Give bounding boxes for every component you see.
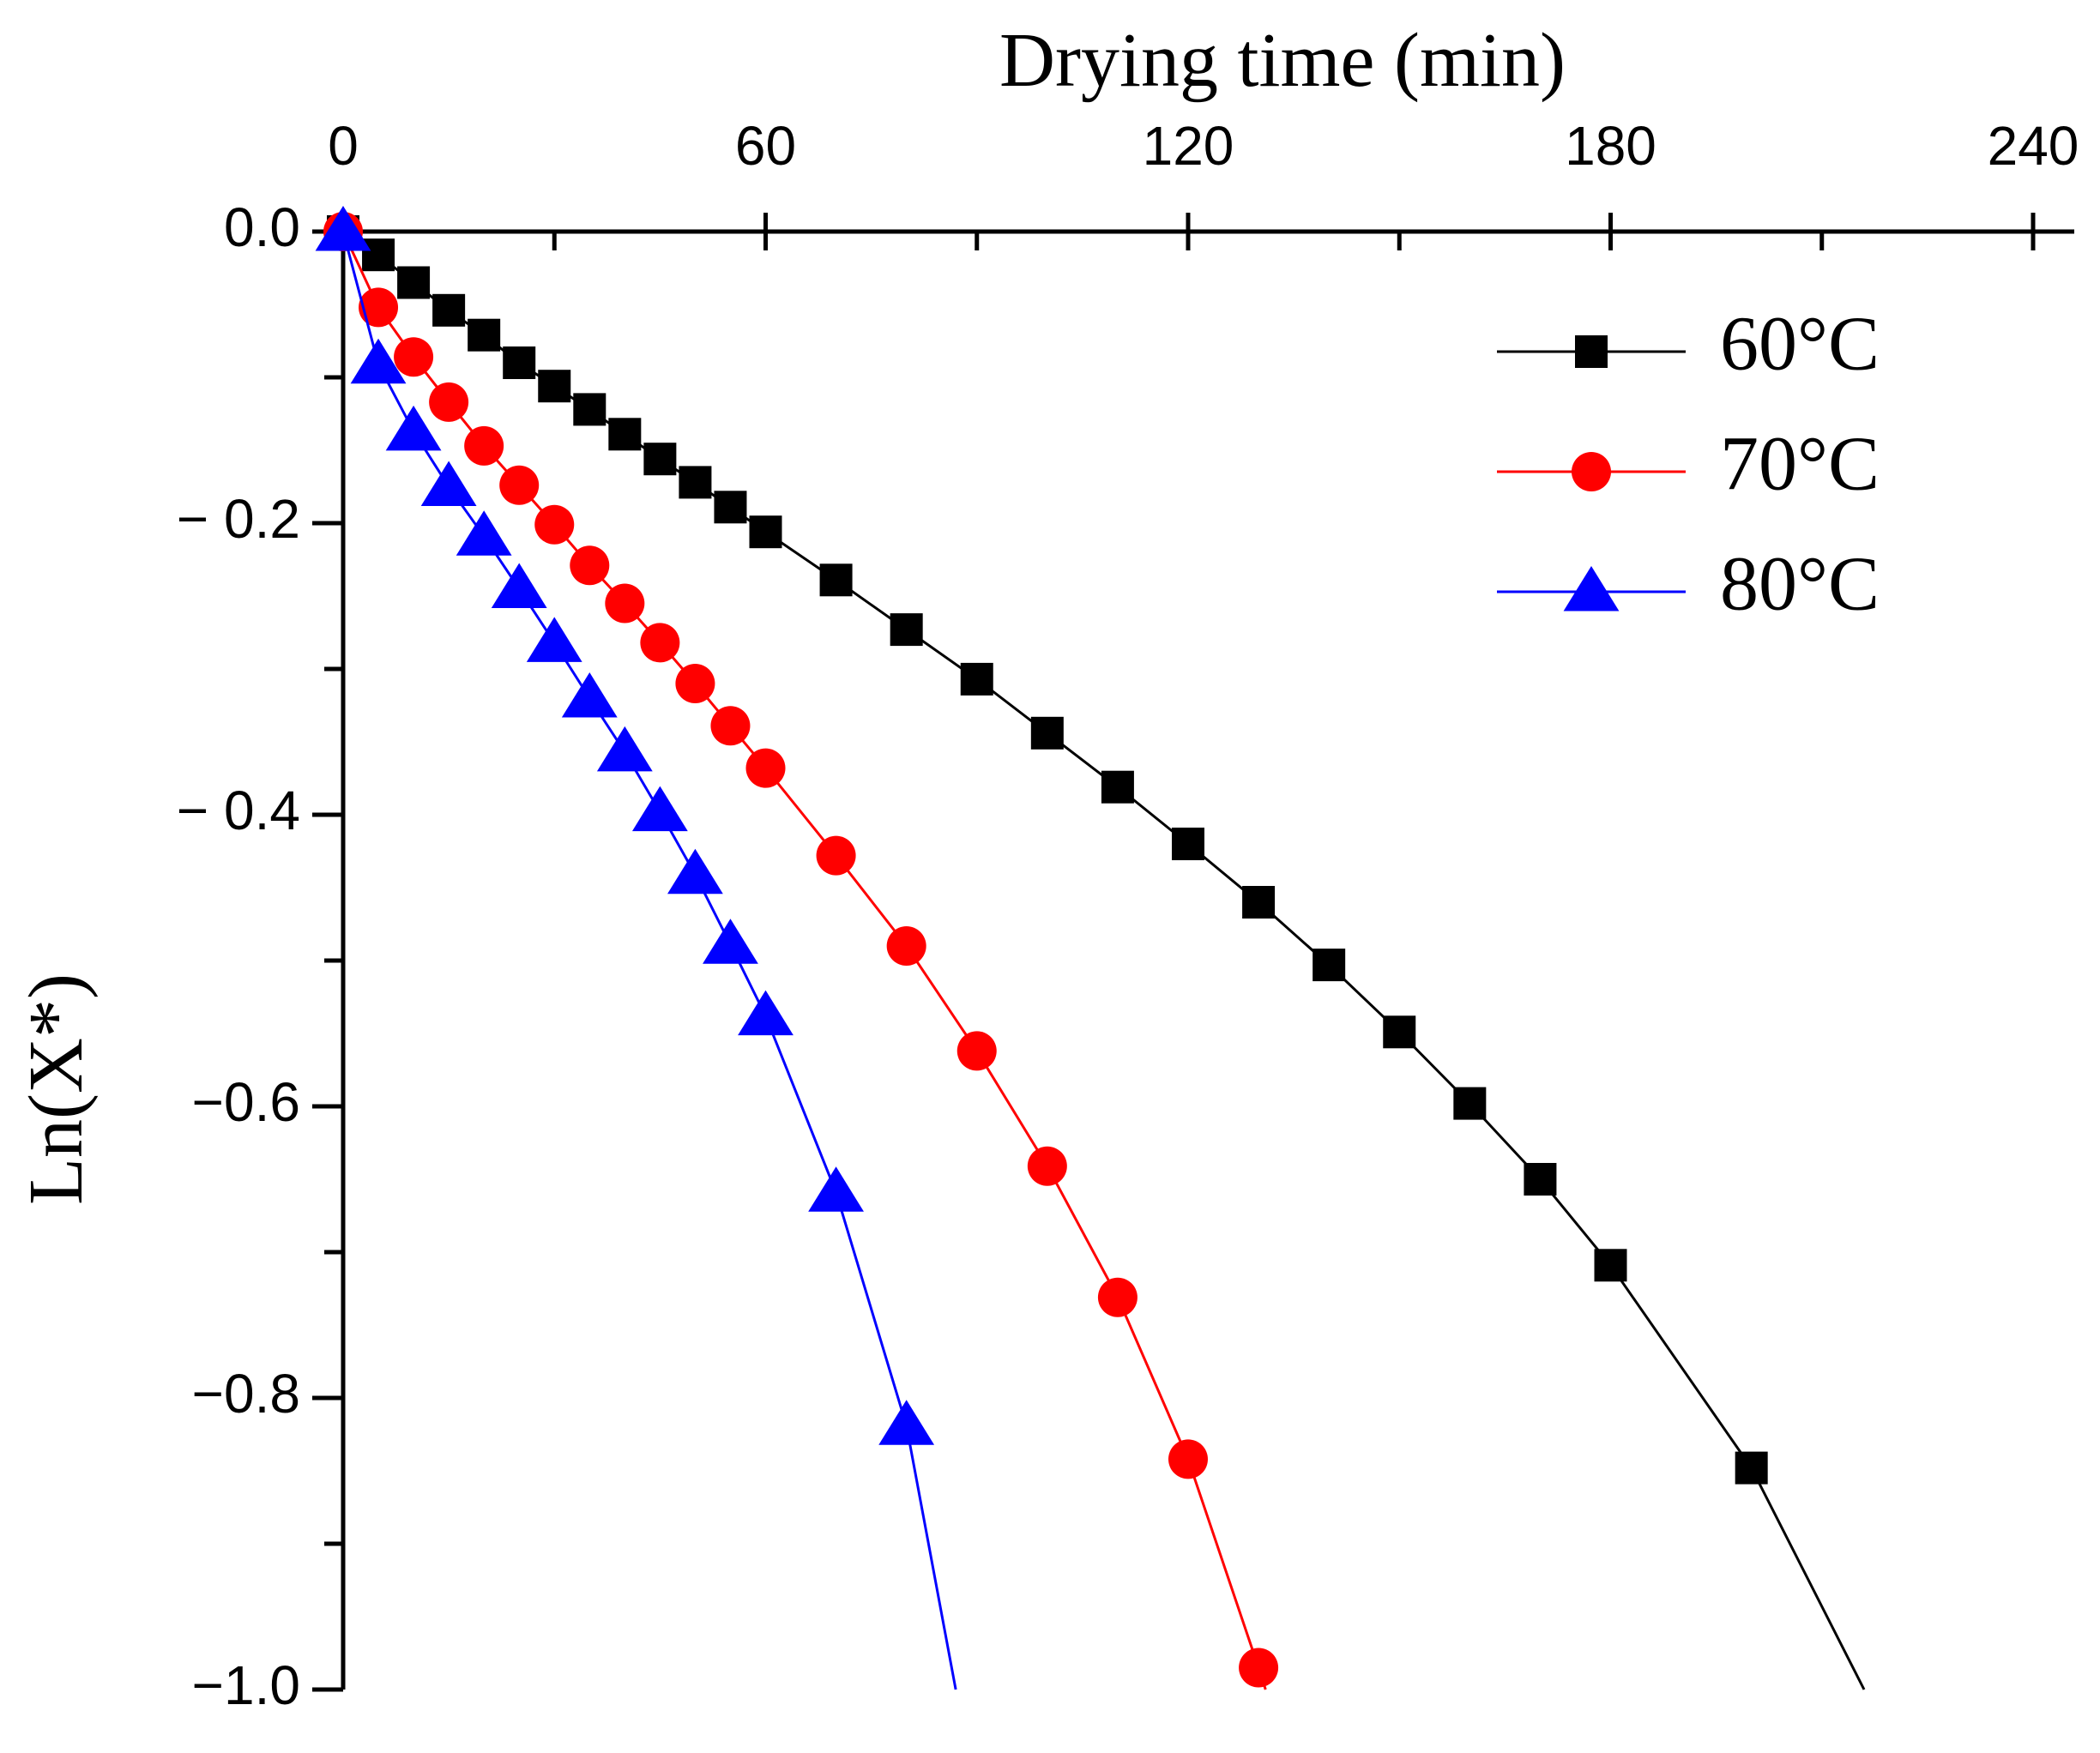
data-point bbox=[1027, 1146, 1067, 1186]
y-tick-label: −0.6 bbox=[192, 1071, 300, 1133]
data-point bbox=[886, 926, 926, 966]
legend-marker bbox=[1563, 566, 1620, 611]
data-point bbox=[1242, 886, 1276, 919]
data-point bbox=[315, 206, 371, 251]
data-point bbox=[816, 835, 856, 876]
data-point bbox=[394, 337, 434, 377]
data-point bbox=[573, 393, 606, 426]
data-point bbox=[1101, 770, 1134, 804]
data-point bbox=[608, 418, 642, 451]
legend-marker bbox=[1575, 335, 1608, 368]
data-point bbox=[1594, 1249, 1627, 1282]
data-point bbox=[1312, 949, 1346, 982]
data-point bbox=[420, 461, 477, 506]
data-point bbox=[1168, 1439, 1208, 1479]
series bbox=[315, 206, 1866, 1690]
data-point bbox=[1097, 1277, 1138, 1317]
data-point bbox=[749, 515, 782, 549]
data-point bbox=[1030, 716, 1064, 750]
x-tick-label: 0 bbox=[328, 115, 359, 177]
x-tick-label: 120 bbox=[1143, 115, 1234, 177]
data-point bbox=[464, 425, 504, 466]
data-point bbox=[738, 990, 794, 1036]
data-point bbox=[675, 664, 715, 703]
data-point bbox=[960, 662, 993, 696]
data-point bbox=[1453, 1087, 1487, 1120]
series-2 bbox=[315, 206, 957, 1690]
data-point bbox=[534, 504, 575, 545]
data-point bbox=[640, 623, 680, 663]
y-tick-label: −1.0 bbox=[192, 1654, 300, 1716]
data-point bbox=[643, 443, 677, 476]
legend-marker bbox=[1572, 452, 1611, 491]
data-point bbox=[819, 563, 853, 597]
data-point bbox=[1383, 1015, 1416, 1049]
data-point bbox=[878, 1400, 935, 1445]
data-point bbox=[667, 848, 723, 895]
data-point bbox=[561, 672, 618, 718]
legend-entry: 80°C bbox=[1497, 542, 1880, 627]
y-axis-title: Ln(X*) bbox=[14, 973, 99, 1205]
data-point bbox=[890, 613, 923, 647]
data-point bbox=[956, 1031, 997, 1071]
y-tick-label: − 0.2 bbox=[177, 488, 300, 550]
y-tick-label: −0.8 bbox=[192, 1363, 300, 1425]
y-tick-label: 0.0 bbox=[224, 196, 300, 258]
data-point bbox=[745, 748, 786, 788]
data-point bbox=[397, 266, 431, 299]
data-point bbox=[526, 617, 582, 662]
data-point bbox=[456, 510, 512, 556]
y-tick-label: − 0.4 bbox=[177, 780, 300, 841]
data-point bbox=[385, 405, 442, 451]
data-point bbox=[808, 1166, 864, 1212]
legend: 60°C 70°C 80°C bbox=[1497, 302, 1880, 627]
data-point bbox=[1239, 1648, 1279, 1688]
x-tick-label: 60 bbox=[735, 115, 796, 177]
legend-entry: 70°C bbox=[1497, 422, 1880, 507]
legend-entry: 60°C bbox=[1497, 302, 1880, 387]
data-point bbox=[679, 466, 712, 499]
series-line bbox=[342, 230, 1866, 1690]
data-point bbox=[570, 545, 610, 586]
data-point bbox=[710, 706, 751, 746]
data-point bbox=[596, 726, 653, 772]
data-point bbox=[714, 491, 747, 524]
data-point bbox=[1524, 1163, 1557, 1196]
legend-label: 80°C bbox=[1720, 542, 1880, 627]
series-0 bbox=[327, 215, 1866, 1690]
data-point bbox=[1735, 1451, 1768, 1485]
data-point bbox=[359, 287, 399, 328]
data-point bbox=[429, 382, 469, 422]
data-point bbox=[631, 786, 688, 832]
data-point bbox=[432, 293, 466, 327]
series-line bbox=[341, 231, 957, 1690]
legend-label: 60°C bbox=[1720, 302, 1880, 387]
data-point bbox=[538, 370, 571, 403]
data-point bbox=[362, 238, 395, 272]
data-point bbox=[468, 318, 501, 352]
legend-label: 70°C bbox=[1720, 422, 1880, 507]
data-point bbox=[350, 338, 407, 384]
data-point bbox=[491, 563, 547, 608]
data-point bbox=[605, 583, 645, 623]
x-axis-title: Drying time (min) bbox=[999, 18, 1566, 103]
data-point bbox=[503, 346, 536, 379]
data-point bbox=[1172, 828, 1204, 860]
x-tick-label: 240 bbox=[1988, 115, 2079, 177]
data-point bbox=[499, 465, 540, 505]
x-tick-label: 180 bbox=[1565, 115, 1656, 177]
series-1 bbox=[323, 212, 1279, 1690]
data-point bbox=[703, 919, 758, 964]
ticks: 0 60 120 180 240 0.0 − 0.2 − 0.4 −0.6 −0.8 −1.0 bbox=[177, 115, 2079, 1716]
